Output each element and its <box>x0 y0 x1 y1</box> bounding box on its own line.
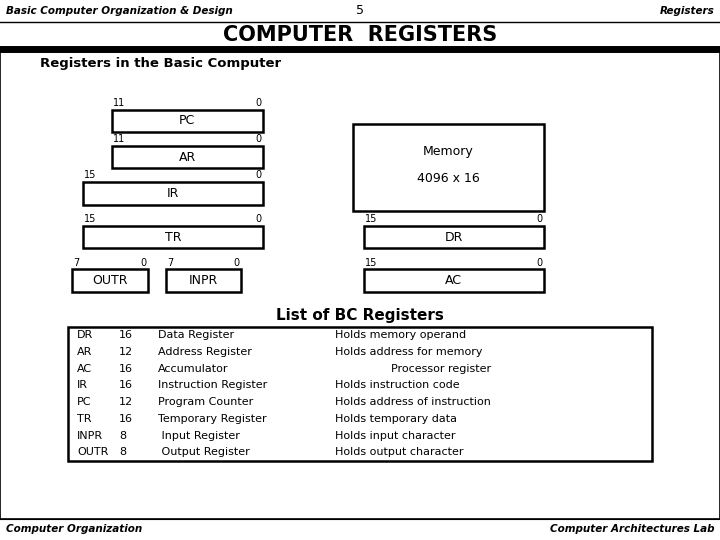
Text: COMPUTER  REGISTERS: COMPUTER REGISTERS <box>223 25 497 45</box>
Text: Program Counter: Program Counter <box>158 397 253 407</box>
Bar <box>83 226 263 248</box>
Text: 0: 0 <box>233 258 240 268</box>
Text: 5: 5 <box>356 4 364 17</box>
Text: Input Register: Input Register <box>158 430 240 441</box>
Text: INPR: INPR <box>189 274 218 287</box>
Bar <box>83 182 263 205</box>
Text: TR: TR <box>165 231 181 244</box>
Text: Data Register: Data Register <box>158 330 235 340</box>
Text: OUTR: OUTR <box>77 447 109 457</box>
Text: Registers: Registers <box>660 6 714 16</box>
Text: DR: DR <box>444 231 463 244</box>
Bar <box>68 327 652 461</box>
Bar <box>364 269 544 292</box>
Text: IR: IR <box>166 187 179 200</box>
Text: 8: 8 <box>119 430 126 441</box>
Text: AR: AR <box>179 151 196 164</box>
Text: DR: DR <box>77 330 94 340</box>
Text: 12: 12 <box>119 397 133 407</box>
Text: Address Register: Address Register <box>158 347 252 357</box>
Text: Computer Organization: Computer Organization <box>6 524 142 534</box>
Text: Output Register: Output Register <box>158 447 250 457</box>
Text: 11: 11 <box>113 134 125 144</box>
Text: Holds output character: Holds output character <box>335 447 463 457</box>
Text: Processor register: Processor register <box>335 363 491 374</box>
Text: 15: 15 <box>365 258 377 268</box>
Text: 0: 0 <box>255 98 261 108</box>
Text: 16: 16 <box>119 330 132 340</box>
Text: OUTR: OUTR <box>92 274 127 287</box>
Text: 0: 0 <box>536 214 542 224</box>
Text: 15: 15 <box>84 170 96 180</box>
Bar <box>353 124 544 211</box>
Text: PC: PC <box>77 397 91 407</box>
Text: Holds temporary data: Holds temporary data <box>335 414 456 424</box>
Text: Registers in the Basic Computer: Registers in the Basic Computer <box>40 57 281 70</box>
Text: 15: 15 <box>84 214 96 224</box>
Bar <box>166 269 241 292</box>
Text: Holds address for memory: Holds address for memory <box>335 347 482 357</box>
Text: AR: AR <box>77 347 92 357</box>
Bar <box>72 269 148 292</box>
Text: 12: 12 <box>119 347 133 357</box>
Text: PC: PC <box>179 114 195 127</box>
Text: 7: 7 <box>167 258 174 268</box>
Text: AC: AC <box>445 274 462 287</box>
Bar <box>0 0 720 22</box>
Bar <box>0 49 720 519</box>
Text: 8: 8 <box>119 447 126 457</box>
Text: INPR: INPR <box>77 430 103 441</box>
Text: Holds instruction code: Holds instruction code <box>335 380 459 390</box>
Text: Holds memory operand: Holds memory operand <box>335 330 466 340</box>
Text: 0: 0 <box>255 170 261 180</box>
Bar <box>112 110 263 132</box>
Text: 4096 x 16: 4096 x 16 <box>417 172 480 185</box>
Text: TR: TR <box>77 414 91 424</box>
Bar <box>112 146 263 168</box>
Text: 16: 16 <box>119 363 132 374</box>
Text: Instruction Register: Instruction Register <box>158 380 268 390</box>
Text: 0: 0 <box>536 258 542 268</box>
Text: Computer Architectures Lab: Computer Architectures Lab <box>550 524 714 534</box>
Text: Basic Computer Organization & Design: Basic Computer Organization & Design <box>6 6 233 16</box>
Text: 16: 16 <box>119 414 132 424</box>
Text: 15: 15 <box>365 214 377 224</box>
Text: Accumulator: Accumulator <box>158 363 229 374</box>
Text: 11: 11 <box>113 98 125 108</box>
Bar <box>364 226 544 248</box>
Text: 7: 7 <box>73 258 80 268</box>
Text: 0: 0 <box>140 258 146 268</box>
Text: Temporary Register: Temporary Register <box>158 414 267 424</box>
Text: 0: 0 <box>255 134 261 144</box>
Text: List of BC Registers: List of BC Registers <box>276 308 444 323</box>
Text: 0: 0 <box>255 214 261 224</box>
Text: Holds address of instruction: Holds address of instruction <box>335 397 490 407</box>
Text: 16: 16 <box>119 380 132 390</box>
Text: IR: IR <box>77 380 88 390</box>
Bar <box>0 22 720 49</box>
Text: AC: AC <box>77 363 92 374</box>
Text: Holds input character: Holds input character <box>335 430 455 441</box>
Text: Memory: Memory <box>423 145 474 158</box>
